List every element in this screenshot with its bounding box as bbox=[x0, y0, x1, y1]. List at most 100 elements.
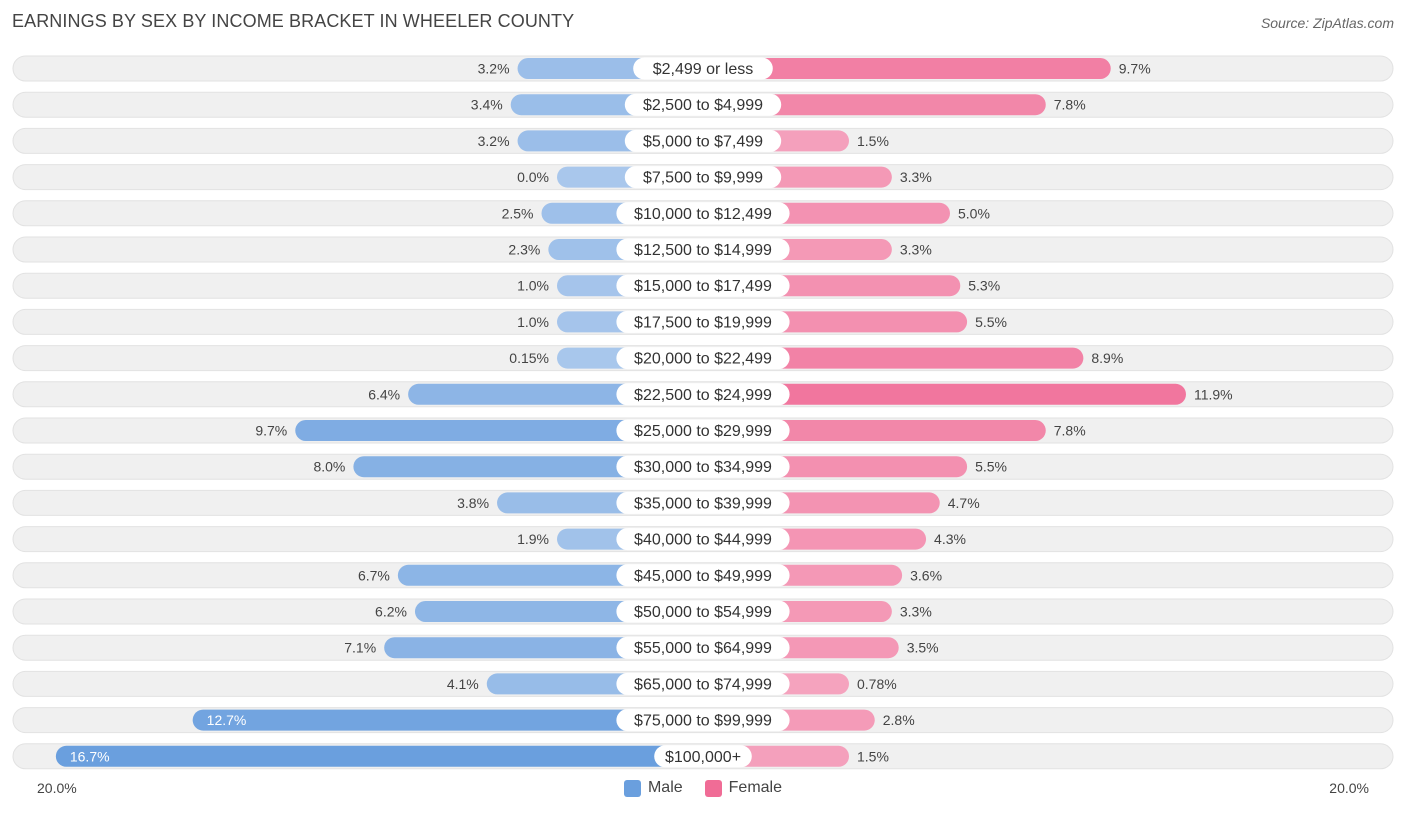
female-value-label: 3.3% bbox=[900, 242, 932, 258]
bar-row: $55,000 to $64,999 7.1% 3.5% bbox=[12, 634, 1394, 661]
category-label: $35,000 to $39,999 bbox=[634, 495, 772, 512]
bar-row: $15,000 to $17,499 1.0% 5.3% bbox=[12, 272, 1394, 299]
male-value-label: 6.2% bbox=[375, 604, 407, 620]
category-label: $12,500 to $14,999 bbox=[634, 242, 772, 259]
category-label-background bbox=[616, 238, 790, 261]
female-value-label: 0.78% bbox=[857, 676, 897, 692]
legend-item-male[interactable]: Male bbox=[623, 779, 683, 797]
category-label-background bbox=[616, 419, 790, 442]
female-value-label: 3.5% bbox=[907, 640, 939, 656]
bar-row: $2,500 to $4,999 3.4% 7.8% bbox=[12, 91, 1394, 118]
category-label: $65,000 to $74,999 bbox=[634, 676, 772, 693]
diverging-bar-chart: $2,499 or less 3.2% 9.7% $2,500 to $4,999 3.… bbox=[12, 55, 1394, 770]
bar-female bbox=[703, 383, 1186, 405]
category-label: $10,000 to $12,499 bbox=[634, 206, 772, 223]
bar-row: $5,000 to $7,499 3.2% 1.5% bbox=[12, 127, 1394, 154]
female-value-label: 3.3% bbox=[900, 604, 932, 620]
category-label-background bbox=[616, 383, 790, 406]
category-label-background bbox=[633, 57, 773, 80]
legend-item-female[interactable]: Female bbox=[704, 779, 783, 797]
male-value-label: 6.7% bbox=[358, 567, 390, 583]
male-value-label: 12.7% bbox=[207, 712, 247, 728]
bar-row: $65,000 to $74,999 4.1% 0.78% bbox=[12, 670, 1394, 697]
bar-row: $30,000 to $34,999 8.0% 5.5% bbox=[12, 453, 1394, 480]
bar-row: $22,500 to $24,999 6.4% 11.9% bbox=[12, 381, 1394, 408]
male-value-label: 2.3% bbox=[508, 242, 540, 258]
male-value-label: 3.4% bbox=[471, 97, 503, 113]
legend-swatch-male bbox=[623, 779, 641, 797]
male-value-label: 3.2% bbox=[478, 133, 510, 149]
bar-row: $40,000 to $44,999 1.9% 4.3% bbox=[12, 526, 1394, 553]
male-value-label: 3.8% bbox=[457, 495, 489, 511]
male-value-label: 1.9% bbox=[517, 531, 549, 547]
male-value-label: 1.0% bbox=[517, 314, 549, 330]
legend-label-female: Female bbox=[728, 779, 783, 796]
category-label: $15,000 to $17,499 bbox=[634, 278, 772, 295]
category-label: $55,000 to $64,999 bbox=[634, 640, 772, 657]
female-value-label: 5.3% bbox=[968, 278, 1000, 294]
bar-male bbox=[55, 745, 704, 767]
legend-label-male: Male bbox=[647, 779, 683, 796]
category-label: $30,000 to $34,999 bbox=[634, 459, 772, 476]
category-label-background bbox=[616, 636, 790, 659]
male-value-label: 8.0% bbox=[313, 459, 345, 475]
category-label-background bbox=[616, 672, 790, 695]
female-value-label: 3.6% bbox=[910, 567, 942, 583]
bar-male bbox=[192, 709, 703, 731]
female-value-label: 7.8% bbox=[1054, 97, 1086, 113]
female-value-label: 2.8% bbox=[883, 712, 915, 728]
male-value-label: 16.7% bbox=[70, 748, 110, 764]
female-value-label: 7.8% bbox=[1054, 423, 1086, 439]
category-label: $2,499 or less bbox=[653, 61, 754, 78]
category-label-background bbox=[624, 129, 782, 152]
axis-right-label: 20.0% bbox=[1329, 780, 1369, 796]
category-label-background bbox=[616, 709, 790, 732]
category-label-background bbox=[616, 310, 790, 333]
bar-row: $45,000 to $49,999 6.7% 3.6% bbox=[12, 562, 1394, 589]
category-label: $50,000 to $54,999 bbox=[634, 604, 772, 621]
category-label: $22,500 to $24,999 bbox=[634, 387, 772, 404]
bar-row: $35,000 to $39,999 3.8% 4.7% bbox=[12, 489, 1394, 516]
category-label: $25,000 to $29,999 bbox=[634, 423, 772, 440]
male-value-label: 9.7% bbox=[255, 423, 287, 439]
bar-male bbox=[353, 456, 703, 478]
chart-title: EARNINGS BY SEX BY INCOME BRACKET IN WHE… bbox=[12, 11, 575, 31]
male-value-label: 7.1% bbox=[344, 640, 376, 656]
female-value-label: 1.5% bbox=[857, 748, 889, 764]
bar-row: $17,500 to $19,999 1.0% 5.5% bbox=[12, 308, 1394, 335]
male-value-label: 4.1% bbox=[447, 676, 479, 692]
male-value-label: 3.2% bbox=[478, 61, 510, 77]
female-value-label: 9.7% bbox=[1119, 61, 1151, 77]
bar-row: $75,000 to $99,999 12.7% 2.8% bbox=[12, 707, 1394, 734]
male-value-label: 2.5% bbox=[502, 205, 534, 221]
female-value-label: 5.0% bbox=[958, 205, 990, 221]
category-label-background bbox=[654, 745, 752, 768]
legend-swatch-female bbox=[704, 779, 722, 797]
bar-row: $7,500 to $9,999 0.0% 3.3% bbox=[12, 164, 1394, 191]
male-value-label: 0.15% bbox=[509, 350, 549, 366]
bar-row: $50,000 to $54,999 6.2% 3.3% bbox=[12, 598, 1394, 625]
bar-female bbox=[703, 58, 1111, 79]
category-label-background bbox=[624, 93, 782, 116]
category-label: $7,500 to $9,999 bbox=[643, 170, 763, 187]
female-value-label: 11.9% bbox=[1194, 386, 1233, 402]
bar-row: $12,500 to $14,999 2.3% 3.3% bbox=[12, 236, 1394, 263]
bar-row: $2,499 or less 3.2% 9.7% bbox=[12, 55, 1394, 82]
category-label: $17,500 to $19,999 bbox=[634, 314, 772, 331]
category-label-background bbox=[624, 166, 782, 189]
category-label-background bbox=[616, 564, 790, 587]
bar-row: $10,000 to $12,499 2.5% 5.0% bbox=[12, 200, 1394, 227]
category-label: $40,000 to $44,999 bbox=[634, 532, 772, 549]
female-value-label: 1.5% bbox=[857, 133, 889, 149]
category-label-background bbox=[616, 528, 790, 551]
category-label: $20,000 to $22,499 bbox=[634, 351, 772, 368]
category-label: $45,000 to $49,999 bbox=[634, 568, 772, 585]
female-value-label: 3.3% bbox=[900, 169, 932, 185]
source-label: Source: ZipAtlas.com bbox=[1260, 15, 1394, 31]
category-label-background bbox=[616, 274, 790, 297]
bar-female bbox=[703, 420, 1046, 441]
category-label-background bbox=[616, 347, 790, 370]
female-value-label: 8.9% bbox=[1091, 350, 1123, 366]
bar-male bbox=[295, 420, 703, 441]
bar-row: $100,000+ 16.7% 1.5% bbox=[12, 743, 1394, 770]
